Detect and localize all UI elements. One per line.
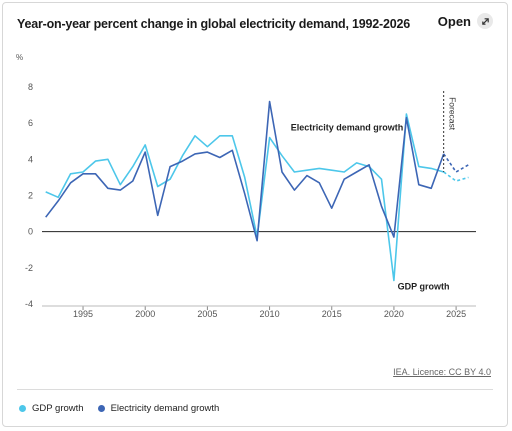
legend-label-gdp: GDP growth bbox=[32, 403, 84, 414]
y-tick-label: -4 bbox=[25, 299, 33, 309]
y-tick-label: -2 bbox=[25, 263, 33, 273]
y-tick-label: 8 bbox=[28, 82, 33, 92]
legend-item-electricity[interactable]: Electricity demand growth bbox=[97, 403, 220, 414]
gdp-swatch bbox=[19, 405, 26, 412]
forecast-label: Forecast bbox=[448, 97, 458, 131]
license-link[interactable]: IEA. Licence: CC BY 4.0 bbox=[393, 367, 491, 377]
chart-title: Year-on-year percent change in global el… bbox=[17, 17, 411, 31]
open-label: Open bbox=[437, 13, 471, 29]
gdp-growth-line-forecast bbox=[443, 171, 469, 182]
divider bbox=[17, 389, 493, 390]
legend: GDP growth Electricity demand growth bbox=[19, 403, 219, 414]
chart-card: Year-on-year percent change in global el… bbox=[2, 2, 508, 427]
electricity-demand-line bbox=[45, 100, 445, 242]
y-tick-label: 6 bbox=[28, 118, 33, 128]
gdp-growth-line bbox=[45, 113, 444, 282]
x-tick-label: 2005 bbox=[197, 309, 217, 319]
x-tick-label: 1995 bbox=[73, 309, 93, 319]
legend-item-gdp[interactable]: GDP growth bbox=[19, 403, 84, 414]
legend-label-electricity: Electricity demand growth bbox=[110, 403, 220, 414]
x-tick-label: 2020 bbox=[384, 309, 404, 319]
y-tick-label: 4 bbox=[28, 154, 33, 164]
electricity-demand-line-forecast bbox=[443, 153, 469, 174]
annotation-label: Electricity demand growth bbox=[291, 122, 404, 132]
x-tick-label: 2015 bbox=[322, 309, 342, 319]
open-button[interactable]: Open bbox=[438, 13, 493, 29]
x-tick-label: 2010 bbox=[260, 309, 280, 319]
x-tick-label: 2000 bbox=[135, 309, 155, 319]
expand-icon bbox=[477, 13, 493, 29]
electricity-swatch bbox=[97, 405, 105, 412]
y-axis-unit: % bbox=[16, 53, 23, 62]
y-tick-label: 0 bbox=[28, 227, 33, 237]
y-tick-label: 2 bbox=[28, 191, 33, 201]
annotation-label: GDP growth bbox=[398, 282, 450, 292]
x-tick-label: 2025 bbox=[446, 309, 466, 319]
